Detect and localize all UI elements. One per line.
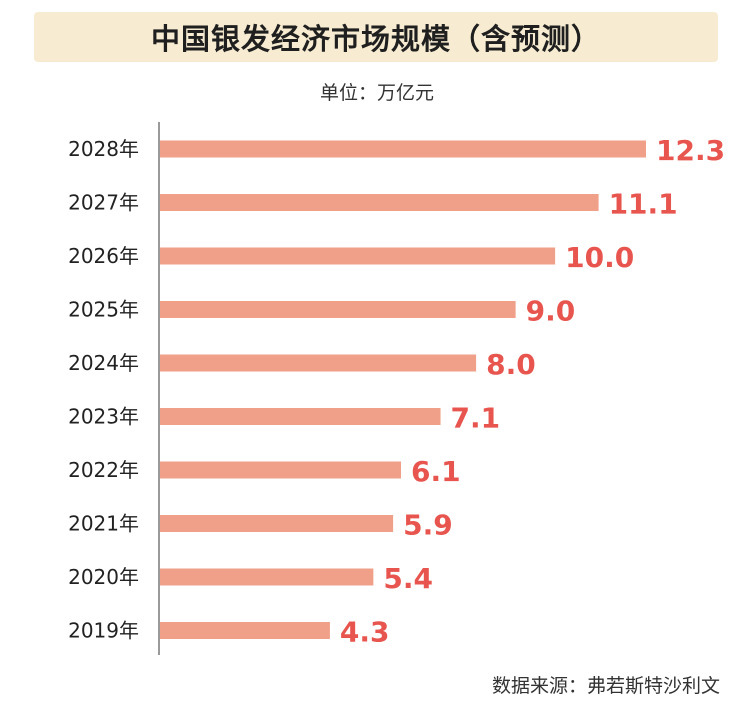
value-label: 7.1 (451, 402, 501, 435)
value-label: 4.3 (340, 616, 390, 649)
category-tick-label: 2020年 (68, 565, 139, 589)
category-tick-label: 2027年 (68, 191, 139, 215)
bar (160, 568, 374, 586)
value-label: 5.4 (383, 562, 433, 595)
category-tick-label: 2028年 (68, 137, 139, 161)
unit-label: 单位：万亿元 (319, 82, 434, 104)
category-tick-label: 2023年 (68, 405, 139, 429)
bar (160, 461, 402, 479)
value-label: 8.0 (486, 348, 536, 381)
category-tick-label: 2021年 (68, 512, 139, 536)
title-banner: 中国银发经济市场规模（含预测） (34, 12, 718, 62)
source-note: 数据来源：弗若斯特沙利文 (491, 675, 720, 697)
value-label: 11.1 (609, 188, 678, 221)
chart-title: 中国银发经济市场规模（含预测） (150, 22, 601, 56)
value-label: 12.3 (656, 134, 725, 167)
bar (160, 247, 556, 265)
category-tick-label: 2022年 (68, 458, 139, 482)
category-tick-label: 2024年 (68, 351, 139, 375)
value-label: 9.0 (526, 295, 576, 328)
bar (160, 194, 599, 211)
value-label: 5.9 (403, 509, 453, 542)
category-tick-label: 2019年 (68, 619, 139, 643)
bar (160, 515, 394, 532)
value-label: 10.0 (565, 241, 634, 274)
bar (160, 408, 441, 425)
bar (160, 622, 330, 639)
category-tick-label: 2026年 (68, 244, 139, 268)
bar (160, 140, 646, 158)
bar (160, 354, 477, 372)
category-tick-label: 2025年 (68, 298, 139, 322)
bar (160, 301, 516, 318)
value-label: 6.1 (411, 455, 461, 488)
